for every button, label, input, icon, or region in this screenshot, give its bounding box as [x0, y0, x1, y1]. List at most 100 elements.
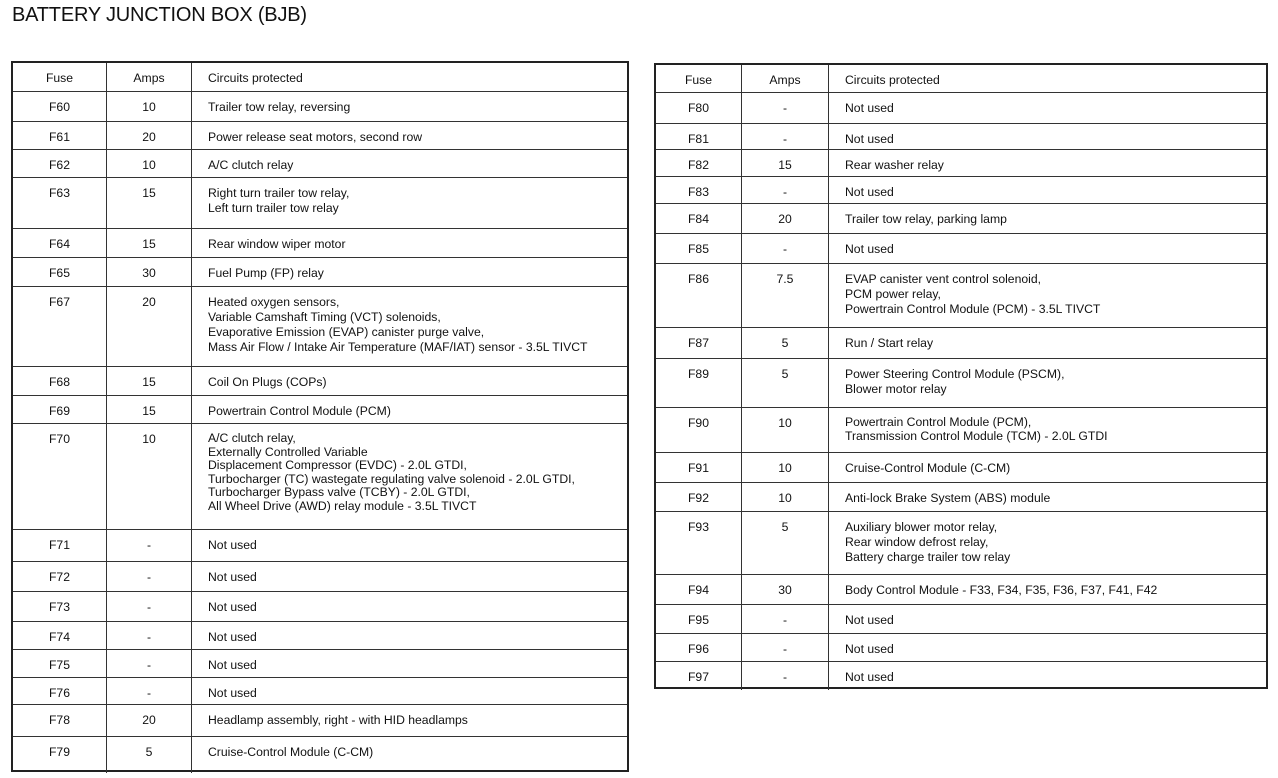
amps-cell: 20 [107, 122, 192, 149]
table-row: F90 10 Powertrain Control Module (PCM), Tra… [656, 407, 1266, 452]
circuit-line: Blower motor relay [845, 382, 947, 396]
fuse-cell: F62 [13, 150, 107, 177]
circuits-cell: Not used [192, 592, 627, 621]
circuit-line: Powertrain Control Module (PCM) - 3.5L T… [845, 302, 1101, 316]
circuits-cell: EVAP canister vent control solenoid, PCM … [829, 264, 1266, 327]
circuits-cell: Rear window wiper motor [192, 229, 627, 257]
table-row: F82 15 Rear washer relay [656, 149, 1266, 176]
amps-cell: 20 [742, 204, 829, 233]
circuits-cell: Not used [192, 650, 627, 677]
table-row: F78 20 Headlamp assembly, right - with HID… [13, 704, 627, 736]
fuse-cell: F95 [656, 605, 742, 633]
circuit-line: Powertrain Control Module (PCM) [208, 404, 391, 418]
circuit-line: Not used [208, 658, 257, 672]
table-row: F75- Not used [13, 649, 627, 677]
amps-cell: 30 [107, 258, 192, 286]
circuits-cell: Not used [829, 605, 1266, 633]
fuse-cell: F78 [13, 705, 107, 736]
fuse-cell: F74 [13, 622, 107, 649]
table-row: F85- Not used [656, 233, 1266, 263]
amps-cell: 5 [742, 328, 829, 358]
circuit-line: Not used [845, 132, 894, 146]
circuit-line: Powertrain Control Module (PCM), [845, 415, 1032, 429]
fuse-cell: F91 [656, 453, 742, 482]
amps-cell: 15 [107, 396, 192, 423]
table-row: F69 15 Powertrain Control Module (PCM) [13, 395, 627, 423]
table-header-row: Fuse Amps Circuits protected [656, 65, 1266, 93]
circuits-cell: Not used [192, 678, 627, 704]
circuits-cell: Not used [829, 662, 1266, 690]
circuit-line: Trailer tow relay, reversing [208, 100, 351, 114]
table-row: F80- Not used [656, 92, 1266, 123]
circuit-line: Run / Start relay [845, 336, 934, 350]
fuse-table-right: Fuse Amps Circuits protected F80- Not used F8… [654, 63, 1268, 690]
circuit-line: Power release seat motors, second row [208, 130, 423, 144]
header-circuits: Circuits protected [208, 71, 303, 85]
fuse-cell: F97 [656, 662, 742, 690]
table-row: F68 15 Coil On Plugs (COPs) [13, 366, 627, 395]
circuit-line: Fuel Pump (FP) relay [208, 266, 324, 280]
circuit-line: Left turn trailer tow relay [208, 201, 339, 215]
circuits-cell: Headlamp assembly, right - with HID head… [192, 705, 627, 736]
amps-cell: - [742, 177, 829, 203]
table-row: F91 10 Cruise-Control Module (C-CM) [656, 452, 1266, 482]
table-row: F86 7.5 EVAP canister vent control solenoi… [656, 263, 1266, 327]
fuse-cell: F90 [656, 408, 742, 452]
fuse-cell: F76 [13, 678, 107, 704]
circuits-cell: Anti-lock Brake System (ABS) module [829, 483, 1266, 511]
amps-cell: - [107, 650, 192, 677]
circuits-cell: Trailer tow relay, reversing [192, 92, 627, 121]
circuits-cell: Cruise-Control Module (C-CM) [829, 453, 1266, 482]
table-row: F92 10 Anti-lock Brake System (ABS) module [656, 482, 1266, 511]
circuit-line: Not used [845, 613, 894, 627]
circuits-cell: Auxiliary blower motor relay, Rear window… [829, 512, 1266, 574]
amps-cell: 10 [107, 424, 192, 529]
circuit-line: Not used [208, 538, 257, 552]
header-amps: Amps [742, 65, 829, 93]
circuits-cell: Fuel Pump (FP) relay [192, 258, 627, 286]
circuit-line: Cruise-Control Module (C-CM) [845, 461, 1011, 475]
amps-cell: - [107, 562, 192, 591]
header-fuse: Fuse [656, 65, 742, 93]
circuit-line: Not used [208, 686, 257, 700]
circuit-line: Power Steering Control Module (PSCM), [845, 367, 1065, 381]
amps-cell: - [742, 662, 829, 690]
fuse-cell: F81 [656, 124, 742, 149]
table-row: F97- Not used [656, 661, 1266, 690]
circuits-cell: Power release seat motors, second row [192, 122, 627, 149]
amps-cell: 5 [742, 359, 829, 407]
header-fuse: Fuse [13, 63, 107, 92]
circuit-line: EVAP canister vent control solenoid, [845, 272, 1042, 286]
fuse-cell: F65 [13, 258, 107, 286]
fuse-cell: F96 [656, 634, 742, 661]
table-row: F96- Not used [656, 633, 1266, 661]
fuse-cell: F80 [656, 93, 742, 123]
amps-cell: - [742, 124, 829, 149]
circuit-line: Mass Air Flow / Intake Air Temperature (… [208, 340, 588, 354]
circuit-line: Not used [845, 642, 894, 656]
fuse-cell: F82 [656, 150, 742, 176]
circuits-cell: Powertrain Control Module (PCM), Transmis… [829, 408, 1266, 452]
circuit-line: Battery charge trailer tow relay [845, 550, 1011, 564]
circuits-cell: Right turn trailer tow relay, Left turn t… [192, 178, 627, 228]
circuits-cell: Not used [829, 177, 1266, 203]
table-row: F71- Not used [13, 529, 627, 561]
amps-cell: - [742, 605, 829, 633]
circuits-cell: Rear washer relay [829, 150, 1266, 176]
circuit-line: Rear washer relay [845, 158, 944, 172]
table-row: F73- Not used [13, 591, 627, 621]
circuit-line: Rear window defrost relay, [845, 535, 989, 549]
amps-cell: - [742, 93, 829, 123]
fuse-cell: F94 [656, 575, 742, 604]
circuits-cell: Power Steering Control Module (PSCM), Blo… [829, 359, 1266, 407]
circuit-line: PCM power relay, [845, 287, 941, 301]
circuit-line: Turbocharger (TC) wastegate regulating v… [208, 471, 575, 486]
circuit-line: Coil On Plugs (COPs) [208, 375, 327, 389]
circuit-line: Variable Camshaft Timing (VCT) solenoids… [208, 310, 441, 324]
circuits-cell: Not used [829, 93, 1266, 123]
amps-cell: 10 [742, 453, 829, 482]
amps-cell: 10 [742, 408, 829, 452]
fuse-cell: F64 [13, 229, 107, 257]
fuse-cell: F86 [656, 264, 742, 327]
circuit-line: Rear window wiper motor [208, 237, 346, 251]
